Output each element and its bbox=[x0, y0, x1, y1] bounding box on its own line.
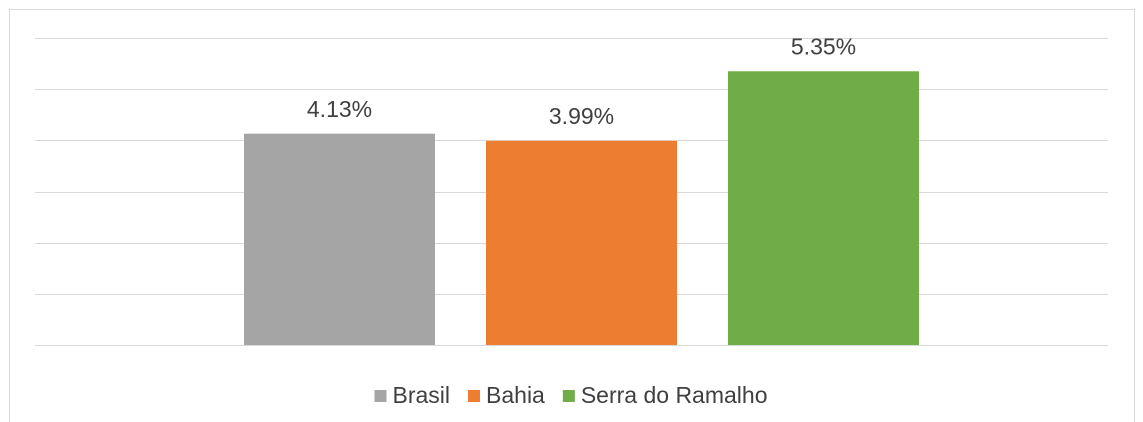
data-label: 3.99% bbox=[549, 103, 614, 129]
bar bbox=[244, 133, 435, 345]
legend-label: Bahia bbox=[486, 382, 545, 408]
legend-swatch bbox=[374, 390, 387, 402]
bar bbox=[728, 71, 919, 345]
legend-swatch bbox=[468, 390, 481, 402]
legend-label: Brasil bbox=[393, 382, 451, 408]
legend-swatch bbox=[562, 390, 575, 402]
data-label: 5.35% bbox=[791, 33, 856, 59]
data-label: 4.13% bbox=[307, 96, 372, 122]
bar bbox=[486, 140, 677, 345]
legend-label: Serra do Ramalho bbox=[581, 382, 768, 408]
